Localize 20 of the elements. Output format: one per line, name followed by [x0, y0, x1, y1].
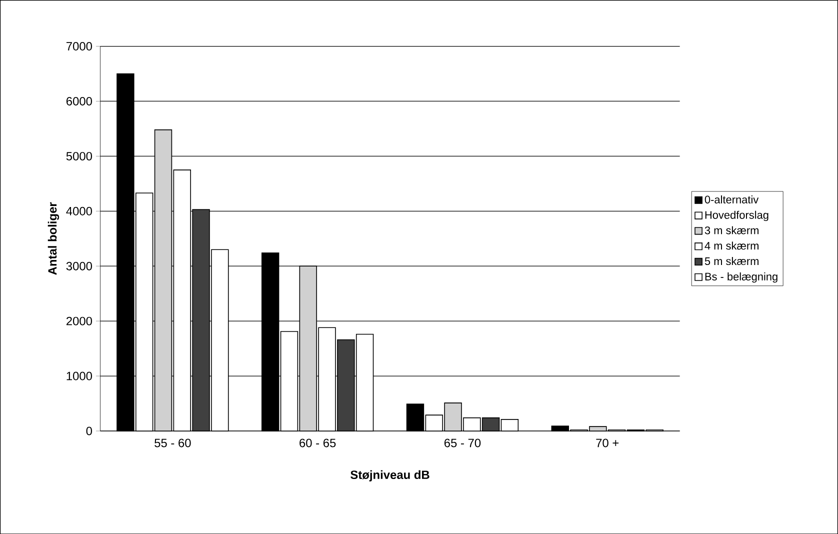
y-tick-label: 6000: [66, 96, 92, 106]
x-axis-title: Støjniveau dB: [350, 470, 430, 482]
x-tick-label: 65 - 70: [444, 438, 481, 448]
legend-label: 3 m skærm: [704, 226, 758, 234]
y-tick-label: 5000: [66, 152, 92, 160]
y-tick-label: 1000: [66, 372, 92, 380]
legend-label: 5 m skærm: [704, 256, 758, 265]
legend-label: Hovedforslag: [705, 210, 768, 221]
legend-label: 4 m skærm: [704, 242, 758, 250]
y-tick-label: 7000: [66, 42, 92, 50]
y-tick-label: 3000: [66, 262, 92, 270]
y-tick-label: 2000: [66, 316, 92, 326]
x-tick-label: 60 - 65: [300, 438, 336, 448]
x-tick-label: 70 +: [596, 438, 619, 448]
legend-label: Bs - belægning: [705, 272, 778, 283]
y-axis-title: Antal boliger: [48, 202, 60, 275]
y-tick-label: 4000: [66, 206, 92, 216]
x-tick-label: 55 - 60: [154, 438, 191, 448]
y-tick-label: 0: [86, 426, 92, 436]
legend-label: 0-alternativ: [704, 195, 759, 204]
